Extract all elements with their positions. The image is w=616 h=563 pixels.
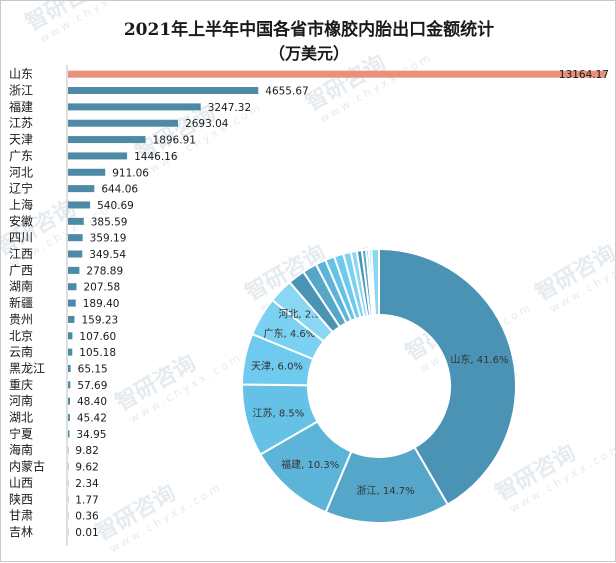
bar <box>68 169 105 176</box>
bar-value-label: 207.58 <box>83 282 120 294</box>
bar-category-label: 江苏 <box>9 116 33 130</box>
bar-value-label: 2693.04 <box>185 118 229 130</box>
donut-slice-label: 福建, 10.3% <box>281 458 339 471</box>
bar-category-label: 新疆 <box>9 295 33 310</box>
bar-value-label: 2.34 <box>75 478 99 490</box>
bar-category-label: 广东 <box>9 149 33 163</box>
donut-chart: 山东, 41.6% 浙江, 14.7% 福建, 10.3% 江苏, 8.5% 天津, 6… <box>242 249 516 523</box>
bar-value-label: 911.06 <box>112 167 149 179</box>
bar-value-label: 0.36 <box>75 511 99 523</box>
bar-value-label: 34.95 <box>76 429 106 441</box>
donut-slice-label: 天津, 6.0% <box>251 360 303 372</box>
bar-category-label: 浙江 <box>9 84 33 98</box>
bar <box>68 218 84 225</box>
bar-value-label: 385.59 <box>91 216 128 228</box>
chart-subtitle: （万美元） <box>269 44 349 63</box>
bar-category-label: 吉林 <box>9 525 33 539</box>
bar-category-label: 福建 <box>9 99 33 114</box>
bar-value-label: 107.60 <box>79 331 116 343</box>
bar <box>68 185 94 192</box>
bar-value-label: 189.40 <box>83 298 120 310</box>
bar-category-label: 湖北 <box>9 410 33 425</box>
bar <box>68 103 201 110</box>
bar-category-label: 山西 <box>9 476 33 490</box>
bar <box>68 381 70 388</box>
bar-category-label: 内蒙古 <box>9 459 45 474</box>
bar-value-label: 9.62 <box>75 462 98 474</box>
bar <box>68 251 82 258</box>
bar-value-label: 1896.91 <box>153 135 196 147</box>
bar-value-label: 105.18 <box>79 347 116 359</box>
bar-value-label: 0.01 <box>75 527 98 539</box>
bar <box>68 234 83 241</box>
bar-category-label: 贵州 <box>9 312 33 326</box>
bar-value-label: 278.89 <box>86 265 123 277</box>
bar-value-label: 48.40 <box>77 396 107 408</box>
bar <box>68 398 70 405</box>
bar-category-label: 黑龙江 <box>9 361 45 375</box>
bar <box>68 120 178 127</box>
bar-value-label: 159.23 <box>82 314 119 326</box>
bar <box>68 365 71 372</box>
bar <box>68 267 79 274</box>
bar-category-label: 甘肃 <box>9 509 33 523</box>
bar <box>68 283 76 290</box>
bar-category-label: 上海 <box>9 197 33 212</box>
donut-slice-label: 江苏, 8.5% <box>253 406 305 419</box>
donut-slice-label: 浙江, 14.7% <box>356 485 414 497</box>
bar <box>68 71 606 78</box>
bar-value-label: 3247.32 <box>208 102 251 114</box>
bar-value-label: 359.19 <box>90 233 127 245</box>
bar-value-label: 45.42 <box>77 413 107 425</box>
bar-value-label: 540.69 <box>97 200 134 212</box>
donut-slice-label: 山东, 41.6% <box>450 353 508 366</box>
bar <box>68 136 146 143</box>
bar-category-label: 安徽 <box>9 213 33 228</box>
bar <box>68 316 75 323</box>
bar-category-label: 辽宁 <box>9 181 33 196</box>
chart-title: 2021年上半年中国各省市橡胶内胎出口金额统计 <box>124 19 494 40</box>
bar <box>68 414 70 421</box>
bar-category-label: 北京 <box>9 329 33 343</box>
bar-value-label: 4655.67 <box>265 86 308 98</box>
bar-category-label: 重庆 <box>9 378 33 392</box>
bar-value-label: 1.77 <box>75 494 98 506</box>
bar-category-label: 湖南 <box>9 279 33 294</box>
bar-category-label: 海南 <box>9 442 33 457</box>
bar-category-label: 江西 <box>9 247 33 261</box>
bar <box>68 332 72 339</box>
bar <box>68 201 90 208</box>
bar-value-label: 9.82 <box>75 445 98 457</box>
bar-category-label: 河南 <box>9 393 33 408</box>
bar-category-label: 天津 <box>9 133 33 147</box>
bar <box>68 349 72 356</box>
bar <box>68 87 258 94</box>
bar-value-label: 1446.16 <box>134 151 178 163</box>
bar-category-label: 四川 <box>9 231 33 245</box>
bar-value-label: 65.15 <box>78 363 108 375</box>
bar-category-label: 广西 <box>9 263 33 277</box>
bar <box>68 300 76 307</box>
bar-value-label: 644.06 <box>101 184 138 196</box>
bar-category-label: 陕西 <box>9 491 33 506</box>
bar-category-label: 河北 <box>9 165 33 179</box>
bar-category-label: 云南 <box>9 344 33 359</box>
bar-category-label: 山东 <box>9 67 33 81</box>
bar-value-label: 13164.17 <box>559 69 609 81</box>
bar-value-label: 349.54 <box>89 249 126 261</box>
bar-value-label: 57.69 <box>77 380 107 392</box>
bar-category-label: 宁夏 <box>9 426 33 441</box>
bar <box>68 430 69 437</box>
bar <box>68 152 127 159</box>
